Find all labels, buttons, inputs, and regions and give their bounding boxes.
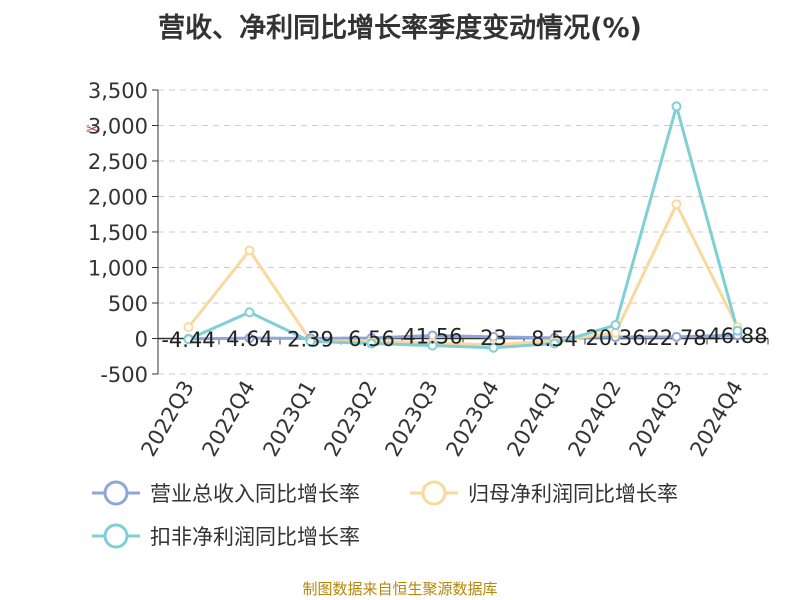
x-tick-label: 2023Q1 — [258, 377, 320, 461]
x-tick-label: 2024Q1 — [502, 377, 564, 461]
data-label: 2.39 — [287, 327, 334, 351]
legend-item-revenue[interactable]: 营业总收入同比增长率 — [92, 478, 360, 508]
data-point — [183, 334, 194, 345]
chart-title: 营收、净利同比增长率季度变动情况(%) — [158, 13, 642, 44]
x-tick-label: 2023Q4 — [441, 377, 503, 461]
data-label: 4.64 — [226, 327, 273, 351]
data-point — [610, 320, 621, 331]
data-label: 8.54 — [531, 327, 578, 351]
source-note: 制图数据来自恒生聚源数据库 — [302, 580, 498, 598]
scissors-icon[interactable]: ✂ — [86, 120, 99, 138]
series-line — [187, 200, 739, 347]
legend-marker-deducted-profit — [92, 523, 140, 549]
data-point — [427, 340, 438, 351]
legend-item-net-profit[interactable]: 归母净利润同比增长率 — [410, 478, 678, 508]
data-point — [671, 331, 682, 342]
data-point — [549, 338, 560, 349]
y-tick-label: 2,000 — [88, 186, 148, 210]
data-point — [183, 322, 194, 333]
y-tick-label: 3,000 — [88, 115, 148, 139]
data-label: 20.36 — [585, 326, 645, 350]
x-tick-label: 2024Q3 — [624, 377, 686, 461]
data-point — [488, 342, 499, 353]
series-line — [187, 100, 739, 350]
data-point — [671, 199, 682, 210]
data-label: 22.78 — [646, 326, 706, 350]
y-tick-label: 1,000 — [88, 257, 148, 281]
data-label: -4.44 — [161, 328, 215, 352]
data-label: 23 — [480, 326, 507, 350]
data-point — [732, 325, 743, 336]
series-line — [188, 333, 738, 341]
data-point — [671, 101, 682, 112]
legend-label-net-profit: 归母净利润同比增长率 — [468, 482, 678, 506]
x-tick-label: 2024Q4 — [685, 377, 747, 461]
data-label: 6.56 — [348, 327, 395, 351]
legend-marker-revenue — [92, 480, 140, 506]
y-tick-label: 2,500 — [88, 150, 148, 174]
data-point — [305, 336, 316, 347]
data-point — [244, 307, 255, 318]
legend-label-deducted-profit: 扣非净利润同比增长率 — [150, 525, 360, 549]
x-tick-label: 2023Q2 — [319, 377, 381, 461]
legend-item-deducted-profit[interactable]: 扣非净利润同比增长率 — [92, 521, 360, 551]
y-tick-label: 0 — [135, 328, 148, 352]
y-tick-label: 1,500 — [88, 221, 148, 245]
x-tick-label: 2024Q2 — [563, 377, 625, 461]
y-tick-label: 3,500 — [88, 79, 148, 103]
data-label: 41.56 — [402, 325, 462, 349]
y-tick-label: 500 — [108, 292, 148, 316]
data-point — [244, 333, 255, 344]
data-label: 46.88 — [707, 324, 767, 348]
data-point — [366, 338, 377, 349]
x-tick-label: 2022Q4 — [197, 377, 259, 461]
x-tick-label: 2022Q3 — [136, 377, 198, 461]
legend-marker-net-profit — [410, 480, 458, 506]
y-tick-label: -500 — [100, 363, 148, 387]
legend-label-revenue: 营业总收入同比增长率 — [150, 482, 360, 506]
x-tick-label: 2023Q3 — [380, 377, 442, 461]
data-point — [244, 245, 255, 256]
